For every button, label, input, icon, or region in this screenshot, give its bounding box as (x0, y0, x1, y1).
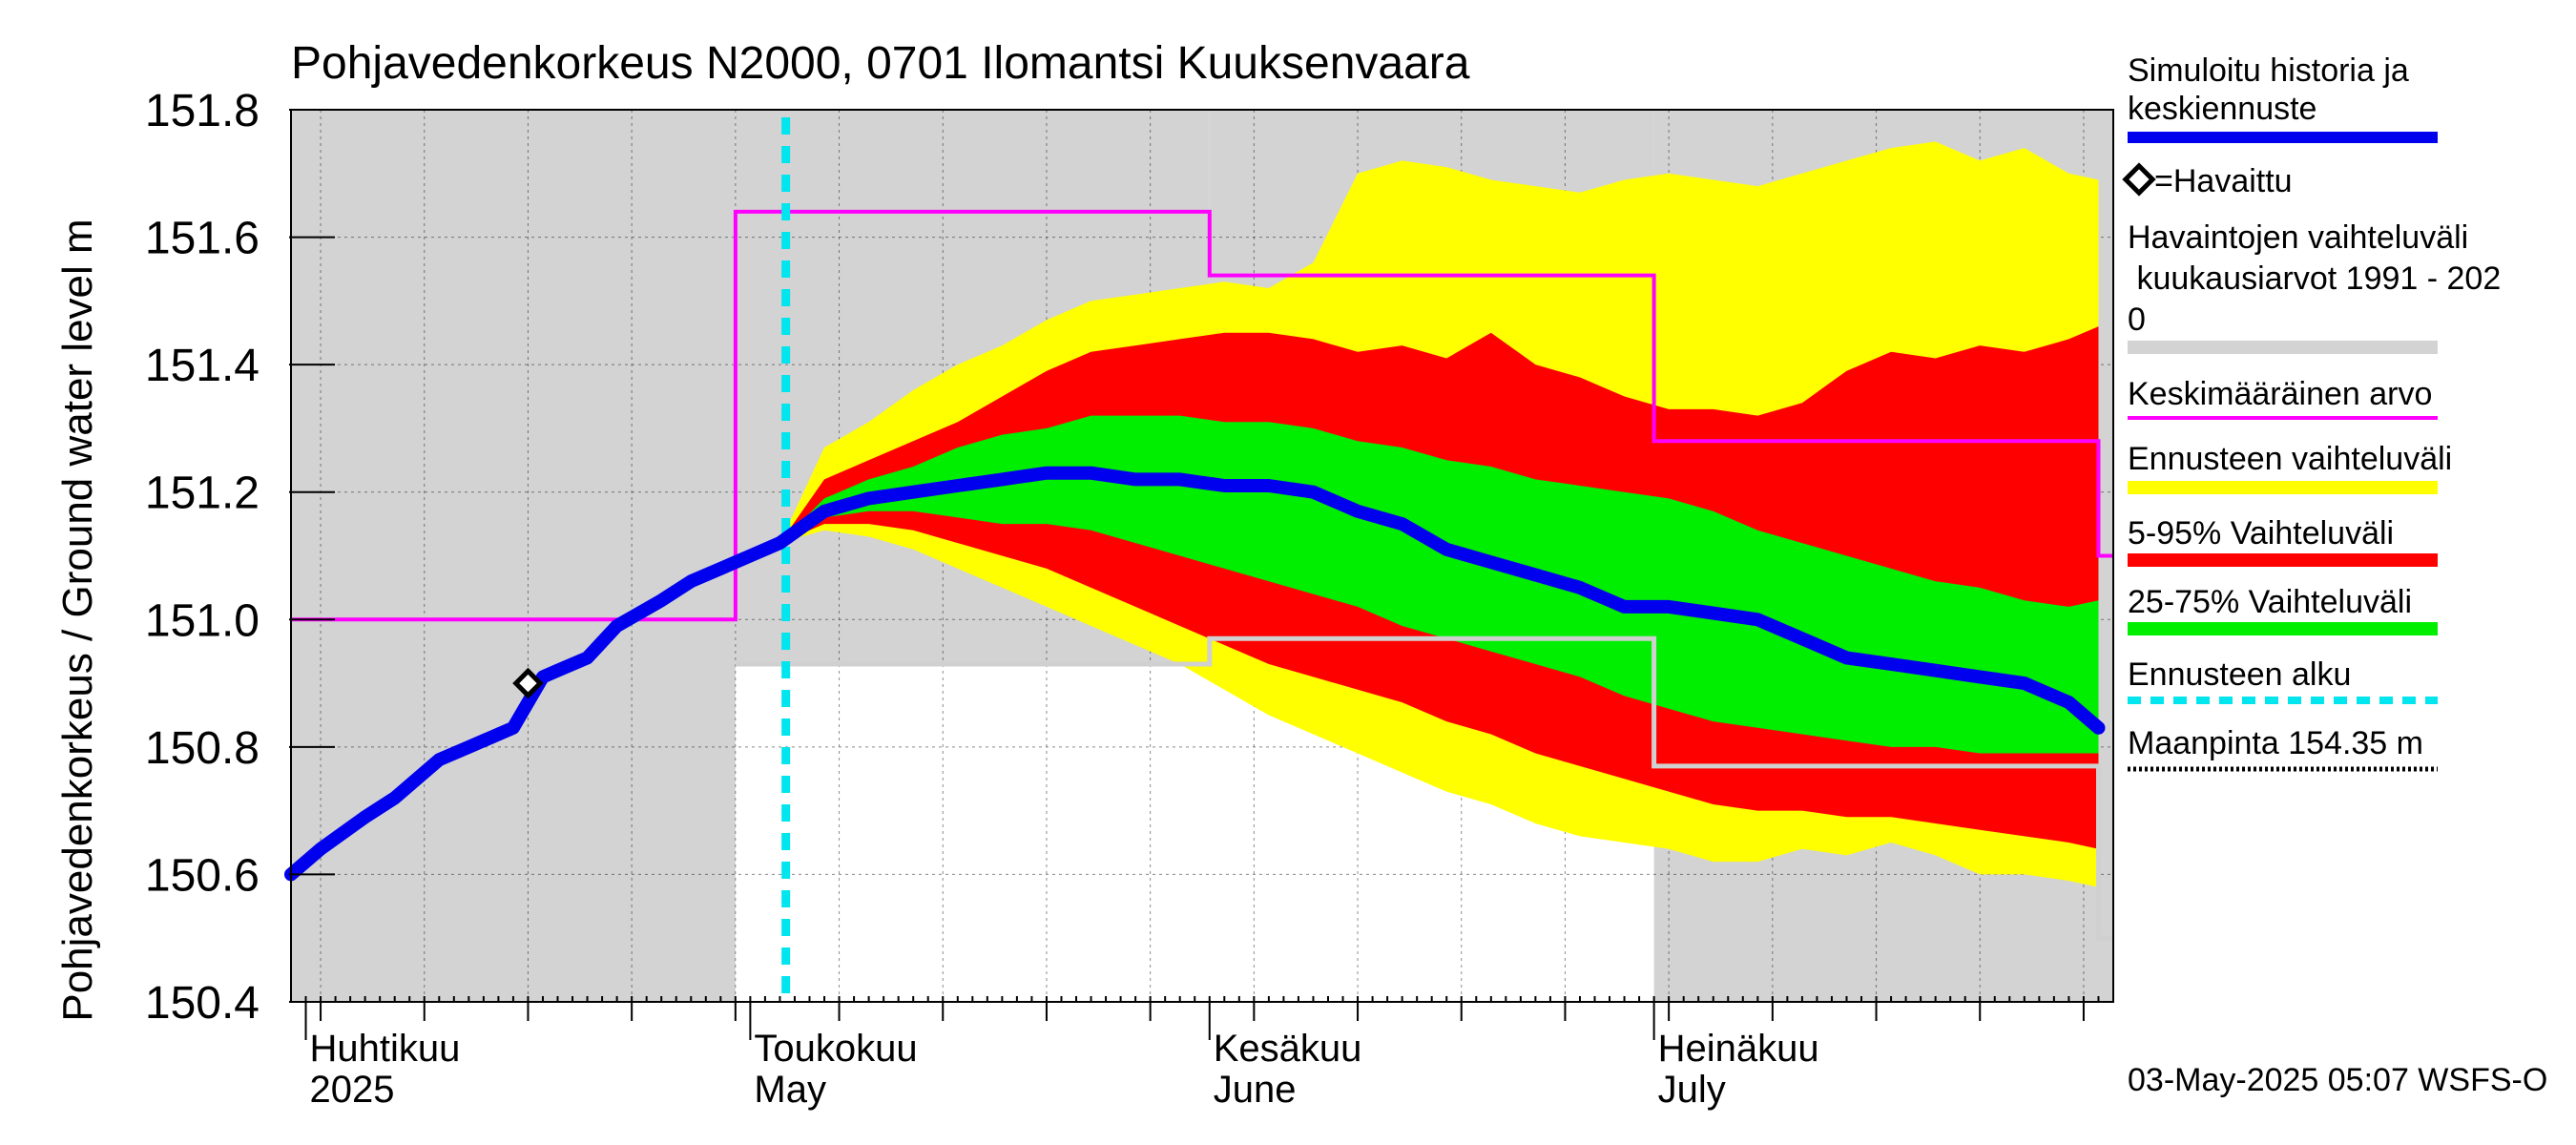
month-label-en: July (1658, 1069, 1726, 1111)
legend-observed-range-label-1: Havaintojen vaihteluväli (2128, 219, 2468, 256)
legend-observed-range-label-3: 0 (2128, 302, 2146, 338)
y-tick-label: 151.0 (145, 595, 260, 646)
observed-range-block-0 (291, 110, 736, 1002)
y-tick-label: 151.4 (145, 341, 260, 391)
mean-value-line (291, 209, 2113, 622)
month-label-en: June (1214, 1069, 1297, 1111)
legend-observed-range-label-2: kuukausiarvot 1991 - 202 (2128, 260, 2501, 297)
y-tick-label: 150.8 (145, 723, 260, 774)
month-label-fi: Huhtikuu (310, 1028, 461, 1070)
band-25-75-area (779, 415, 2099, 754)
observations (512, 667, 544, 699)
legend-band-25-75-label: 25-75% Vaihteluväli (2128, 584, 2412, 620)
observed-low-line (735, 635, 2113, 941)
legend-observed-label: =Havaittu (2154, 163, 2293, 199)
legend: Simuloitu historia ja keskiennuste =Hava… (2122, 52, 2501, 772)
month-label-fi: Heinäkuu (1658, 1028, 1819, 1070)
y-tick-label: 151.2 (145, 468, 260, 519)
month-label-fi: Kesäkuu (1214, 1028, 1362, 1070)
legend-ground-surface-label: Maanpinta 154.35 m (2128, 725, 2423, 761)
month-label-fi: Toukokuu (754, 1028, 917, 1070)
y-axis-label: Pohjavedenkorkeus / Ground water level m (54, 219, 101, 1021)
forecast-median-line (773, 466, 2106, 735)
legend-simulated-label-2: keskiennuste (2128, 91, 2316, 127)
legend-simulated-label-1: Simuloitu historia ja (2128, 52, 2409, 89)
legend-observation-marker (2122, 162, 2156, 197)
legend-mean-label: Keskimääräinen arvo (2128, 376, 2432, 412)
y-tick-label: 150.4 (145, 978, 260, 1029)
simulated-history-line (284, 536, 787, 882)
month-label-en: May (754, 1069, 826, 1111)
chart-title: Pohjavedenkorkeus N2000, 0701 Ilomantsi … (291, 38, 1470, 89)
legend-band-5-95-label: 5-95% Vaihteluväli (2128, 515, 2394, 552)
timestamp: 03-May-2025 05:07 WSFS-O (2128, 1062, 2547, 1098)
plot-area (284, 109, 2114, 1003)
y-axis: 150.4 150.6 150.8 151.0 151.2 151.4 151.6 151.8 (145, 86, 335, 1029)
y-tick-label: 150.6 (145, 850, 260, 901)
observation-marker-0 (512, 667, 544, 699)
legend-forecast-range-label: Ennusteen vaihteluväli (2128, 441, 2452, 477)
y-tick-label: 151.6 (145, 214, 260, 264)
y-tick-label: 151.8 (145, 86, 260, 136)
month-label-en: 2025 (310, 1069, 395, 1111)
legend-forecast-start-label: Ennusteen alku (2128, 656, 2351, 693)
